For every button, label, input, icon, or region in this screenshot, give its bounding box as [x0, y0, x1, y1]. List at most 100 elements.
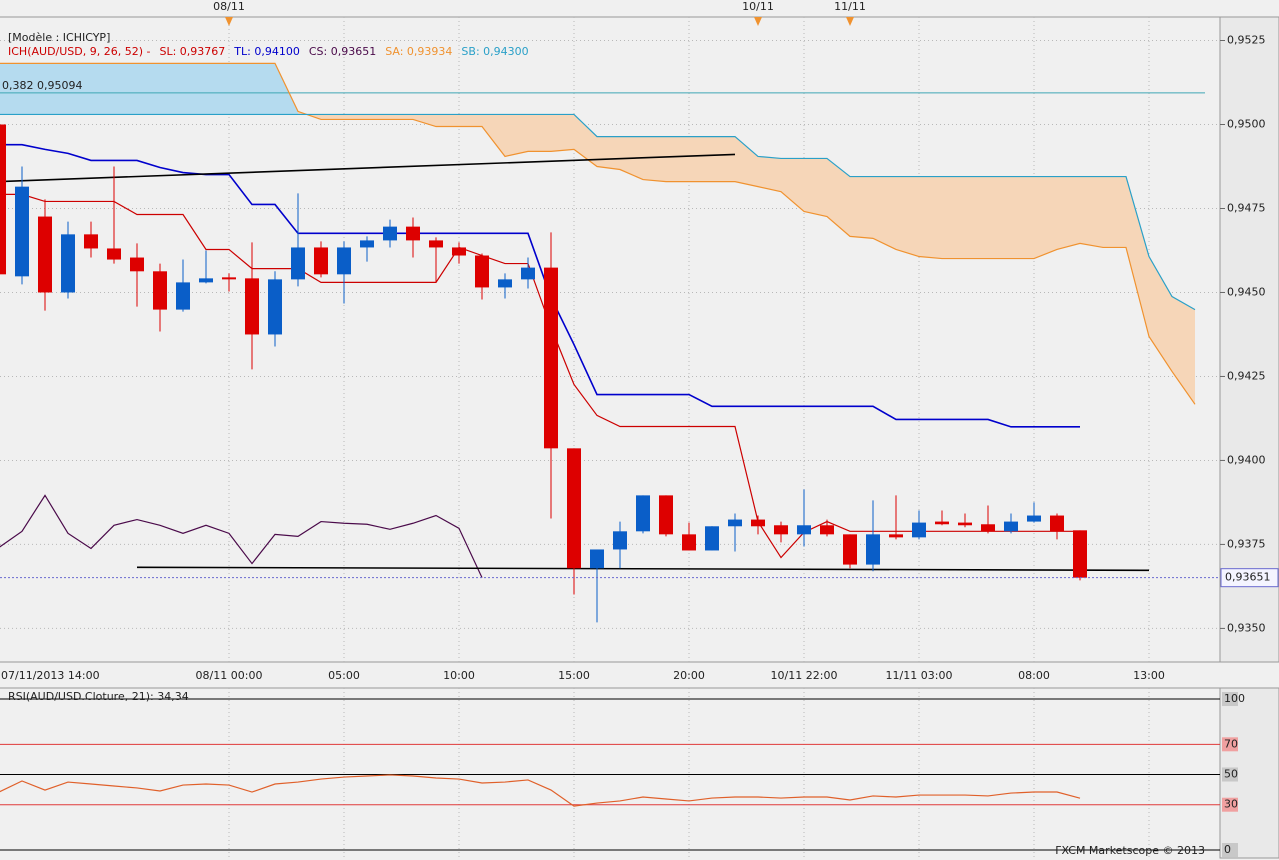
x-tick-label: 15:00	[558, 669, 590, 682]
cloud-segment	[1080, 176, 1103, 248]
cloud-segment	[1126, 176, 1149, 337]
x-tick-label: 07/11/2013 14:00	[1, 669, 100, 682]
level-box	[1222, 842, 1238, 857]
candle-body	[705, 526, 719, 551]
cloud-segment	[988, 176, 1011, 259]
y-tick-label: 0,9425	[1227, 369, 1266, 382]
candle-body	[935, 521, 949, 525]
model-label: [Modèle : ICHICYP]	[8, 31, 110, 44]
cloud-segment	[482, 114, 505, 157]
candle-body	[245, 278, 259, 335]
x-tick-label: 11/11 03:00	[886, 669, 953, 682]
cloud-segment	[1103, 176, 1126, 248]
candle-body	[268, 279, 282, 335]
x-tick-label: 13:00	[1133, 669, 1165, 682]
candle-body	[84, 234, 98, 249]
price-plot	[0, 17, 1220, 662]
x-tick-label: 08/11 00:00	[196, 669, 263, 682]
cloud-segment	[252, 63, 275, 115]
legend-entry: SL: 0,93767	[159, 45, 225, 58]
candle-body	[843, 534, 857, 565]
cloud-segment	[91, 63, 114, 115]
series-line	[0, 193, 1080, 559]
cloud-segment	[160, 63, 183, 115]
y-tick-label: 30	[1224, 798, 1238, 811]
candle-body	[613, 531, 627, 550]
cloud-segment	[850, 176, 873, 239]
x-tick-label: 20:00	[673, 669, 705, 682]
candle-body	[314, 247, 328, 275]
y-tick-label: 0,9375	[1227, 537, 1266, 550]
rsi-title: RSI(AUD/USD.Cloture, 21): 34,34	[8, 690, 189, 703]
date-marker	[225, 17, 233, 26]
cloud-segment	[942, 176, 965, 259]
candle-body	[383, 226, 397, 241]
cloud-segment	[68, 63, 91, 115]
series-line	[0, 113, 1196, 311]
fib-label: 0,382 0,95094	[2, 79, 82, 92]
cloud-segment	[206, 63, 229, 115]
date-marker-label: 11/11	[834, 0, 866, 13]
candle-body	[337, 247, 351, 275]
rsi-plot	[0, 688, 1220, 858]
cloud-segment	[1172, 296, 1195, 405]
last-price-label: 0,93651	[1225, 571, 1271, 584]
candle-body	[222, 277, 236, 280]
cloud-segment	[0, 63, 22, 115]
y-tick-label: 0,9450	[1227, 285, 1266, 298]
cloud-segment	[804, 158, 827, 217]
candle-body	[682, 534, 696, 551]
cloud-segment	[597, 136, 620, 170]
date-marker	[846, 17, 854, 26]
cloud-segment	[666, 136, 689, 182]
cloud-segment	[114, 63, 137, 115]
y-tick-label: 0,9500	[1227, 118, 1266, 131]
candle-body	[866, 534, 880, 565]
candle-body	[15, 186, 29, 277]
y-tick-label: 0	[1224, 843, 1231, 856]
legend: ICH(AUD/USD, 9, 26, 52) - SL: 0,93767 TL: …	[8, 45, 529, 58]
level-box	[1222, 692, 1238, 707]
cloud-segment	[413, 114, 436, 127]
y-tick-label: 100	[1224, 692, 1245, 705]
cloud-segment	[390, 114, 413, 120]
candle-body	[0, 124, 6, 275]
candle-body	[774, 525, 788, 535]
y-tick-label: 50	[1224, 768, 1238, 781]
cloud-segment	[321, 114, 344, 120]
cloud-segment	[459, 114, 482, 127]
series-line	[0, 774, 1081, 807]
cloud-segment	[919, 176, 942, 259]
candle-body	[153, 271, 167, 310]
date-marker-label: 10/11	[742, 0, 774, 13]
candle-body	[199, 278, 213, 283]
candle-body	[452, 247, 466, 256]
cloud-segment	[505, 114, 528, 157]
candle-body	[659, 495, 673, 535]
cloud-segment	[712, 136, 735, 182]
trendline	[136, 566, 1150, 572]
cloud-segment	[367, 114, 390, 120]
candle-body	[912, 522, 926, 538]
y-tick-label: 0,9475	[1227, 201, 1266, 214]
cloud-segment	[965, 176, 988, 259]
cloud-segment	[22, 63, 45, 115]
x-tick-label: 10:00	[443, 669, 475, 682]
candle-body	[176, 282, 190, 310]
candle-body	[820, 525, 834, 535]
date-marker-label: 08/11	[213, 0, 245, 13]
candle-body	[636, 495, 650, 532]
credit: FXCM Marketscope © 2013	[1055, 844, 1205, 857]
candle-body	[981, 524, 995, 532]
cloud-segment	[1034, 176, 1057, 259]
series-line	[0, 62, 1196, 405]
cloud-segment	[643, 136, 666, 182]
candle-body	[1004, 521, 1018, 532]
candle-body	[429, 240, 443, 248]
cloud-segment	[758, 156, 781, 192]
cloud-segment	[827, 158, 850, 237]
cloud-segment	[781, 158, 804, 212]
y-tick-label: 0,9400	[1227, 453, 1266, 466]
